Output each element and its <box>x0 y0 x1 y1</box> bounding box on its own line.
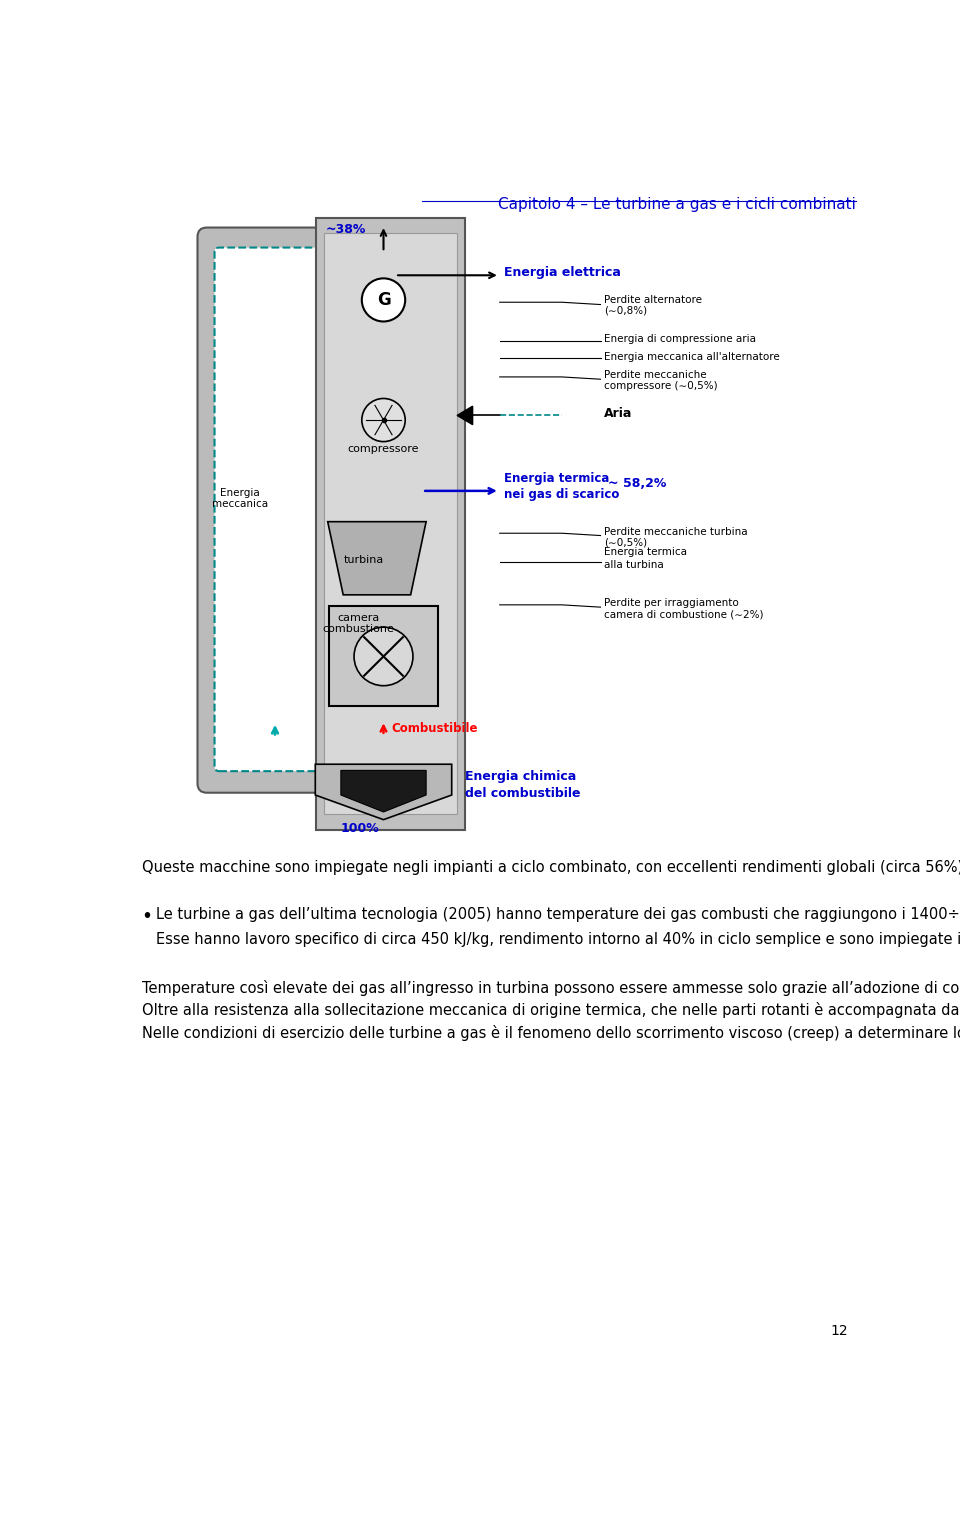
Text: Queste macchine sono impiegate negli impianti a ciclo combinato, con eccellenti : Queste macchine sono impiegate negli imp… <box>142 861 960 875</box>
Text: (∼0,8%): (∼0,8%) <box>605 306 647 315</box>
FancyBboxPatch shape <box>329 607 438 707</box>
Polygon shape <box>341 771 426 812</box>
Text: 12: 12 <box>830 1324 849 1338</box>
Text: Temperature così elevate dei gas all’ingresso in turbina possono essere ammesse : Temperature così elevate dei gas all’ing… <box>142 980 960 1041</box>
Text: Perdite meccaniche: Perdite meccaniche <box>605 370 707 381</box>
Polygon shape <box>315 764 452 820</box>
Text: (∼0,5%): (∼0,5%) <box>605 538 647 547</box>
Text: Energia termica
nei gas di scarico: Energia termica nei gas di scarico <box>504 472 619 501</box>
Text: turbina: turbina <box>344 555 384 565</box>
Text: •: • <box>142 907 153 925</box>
Text: 100%: 100% <box>341 821 379 835</box>
Circle shape <box>362 279 405 322</box>
Text: ~38%: ~38% <box>325 223 366 236</box>
Text: Le turbine a gas dell’ultima tecnologia (2005) hanno temperature dei gas combust: Le turbine a gas dell’ultima tecnologia … <box>156 907 960 922</box>
FancyBboxPatch shape <box>324 233 457 814</box>
Text: Energia elettrica: Energia elettrica <box>504 265 620 279</box>
Circle shape <box>354 628 413 686</box>
Text: combustione: combustione <box>323 623 395 634</box>
Text: Energia meccanica all'alternatore: Energia meccanica all'alternatore <box>605 352 780 361</box>
Text: Capitolo 4 – Le turbine a gas e i cicli combinati: Capitolo 4 – Le turbine a gas e i cicli … <box>498 197 856 212</box>
Text: Energia chimica
del combustibile: Energia chimica del combustibile <box>465 770 581 800</box>
FancyBboxPatch shape <box>198 227 354 792</box>
Polygon shape <box>327 521 426 594</box>
Text: Perdite per irraggiamento: Perdite per irraggiamento <box>605 599 739 608</box>
Text: camera di combustione (∼2%): camera di combustione (∼2%) <box>605 610 764 619</box>
Text: ~ 58,2%: ~ 58,2% <box>609 477 666 489</box>
Text: Esse hanno lavoro specifico di circa 450 kJ/kg, rendimento intorno al 40% in cic: Esse hanno lavoro specifico di circa 450… <box>156 933 960 946</box>
Polygon shape <box>457 407 472 425</box>
Text: Perdite alternatore: Perdite alternatore <box>605 296 703 305</box>
Text: compressore (∼0,5%): compressore (∼0,5%) <box>605 381 718 392</box>
Text: Aria: Aria <box>605 407 633 421</box>
Text: Combustibile: Combustibile <box>392 721 478 735</box>
FancyBboxPatch shape <box>214 247 337 771</box>
Text: camera: camera <box>338 613 380 623</box>
Text: Perdite meccaniche turbina: Perdite meccaniche turbina <box>605 527 748 536</box>
Text: Energia di compressione aria: Energia di compressione aria <box>605 334 756 344</box>
Text: G: G <box>376 291 391 309</box>
Text: Energia termica
alla turbina: Energia termica alla turbina <box>605 547 687 570</box>
Text: Energia
meccanica: Energia meccanica <box>212 488 268 509</box>
Text: compressore: compressore <box>348 443 420 454</box>
Circle shape <box>362 398 405 442</box>
FancyBboxPatch shape <box>316 218 465 829</box>
